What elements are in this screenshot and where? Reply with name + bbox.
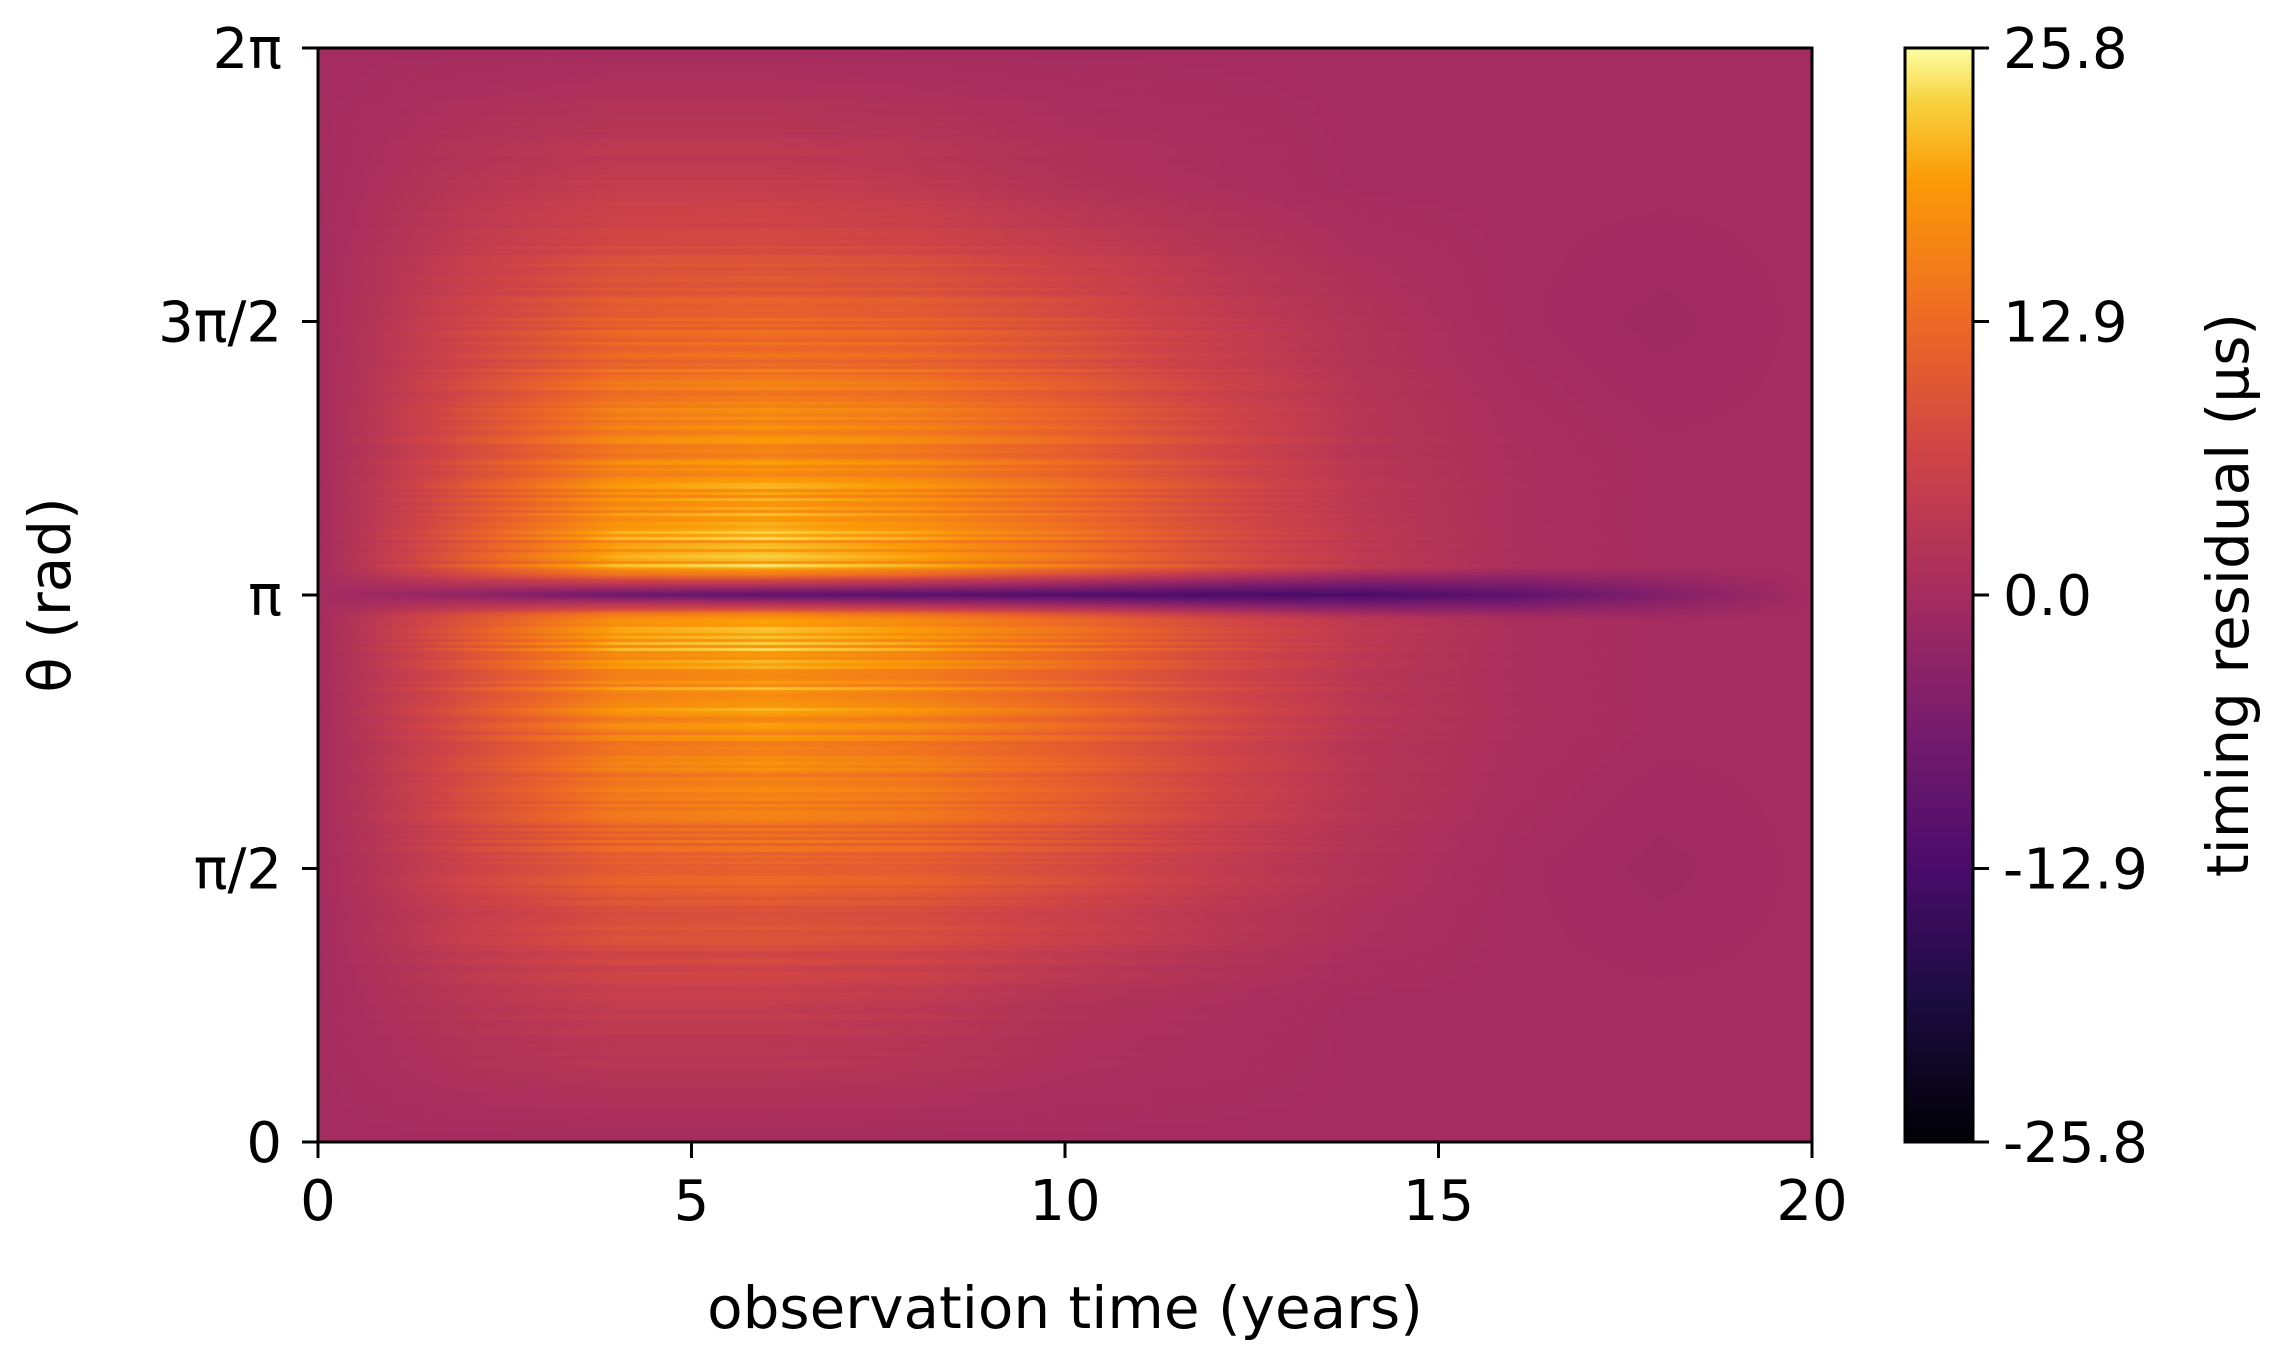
y-tick-label: 0 <box>246 1111 282 1176</box>
heatmap-image <box>318 48 1812 1142</box>
x-tick-label: 15 <box>1403 1169 1474 1234</box>
y-axis-label: θ (rad) <box>16 497 84 692</box>
colorbar-tick-label: 25.8 <box>2003 17 2128 82</box>
x-tick-label: 10 <box>1029 1169 1100 1234</box>
colorbar-tick-label: -12.9 <box>2003 838 2148 903</box>
y-tick-label: 2π <box>213 17 282 82</box>
x-axis-ticks: 0 5 10 15 20 <box>300 1142 1848 1234</box>
colorbar-gradient <box>1903 46 1975 1144</box>
x-axis-label: observation time (years) <box>707 1274 1423 1342</box>
x-tick-label: 20 <box>1776 1169 1847 1234</box>
heatmap-plot-area <box>316 46 1814 1144</box>
colorbar-ticks: 25.8 12.9 0.0 -12.9 -25.8 <box>1973 17 2148 1176</box>
y-tick-label: π <box>248 564 282 629</box>
x-tick-label: 5 <box>674 1169 710 1234</box>
y-tick-label: π/2 <box>194 838 282 903</box>
x-tick-label: 0 <box>300 1169 336 1234</box>
y-tick-label: 3π/2 <box>158 290 282 355</box>
colorbar-tick-label: 12.9 <box>2003 291 2128 356</box>
colorbar-tick-label: -25.8 <box>2003 1111 2148 1176</box>
y-axis-ticks: 0 π/2 π 3π/2 2π <box>158 17 318 1176</box>
colorbar: 25.8 12.9 0.0 -12.9 -25.8 timing residual (μ… <box>1903 17 2262 1176</box>
colorbar-tick-label: 0.0 <box>2003 564 2092 629</box>
colorbar-label: timing residual (μs) <box>2194 313 2262 877</box>
